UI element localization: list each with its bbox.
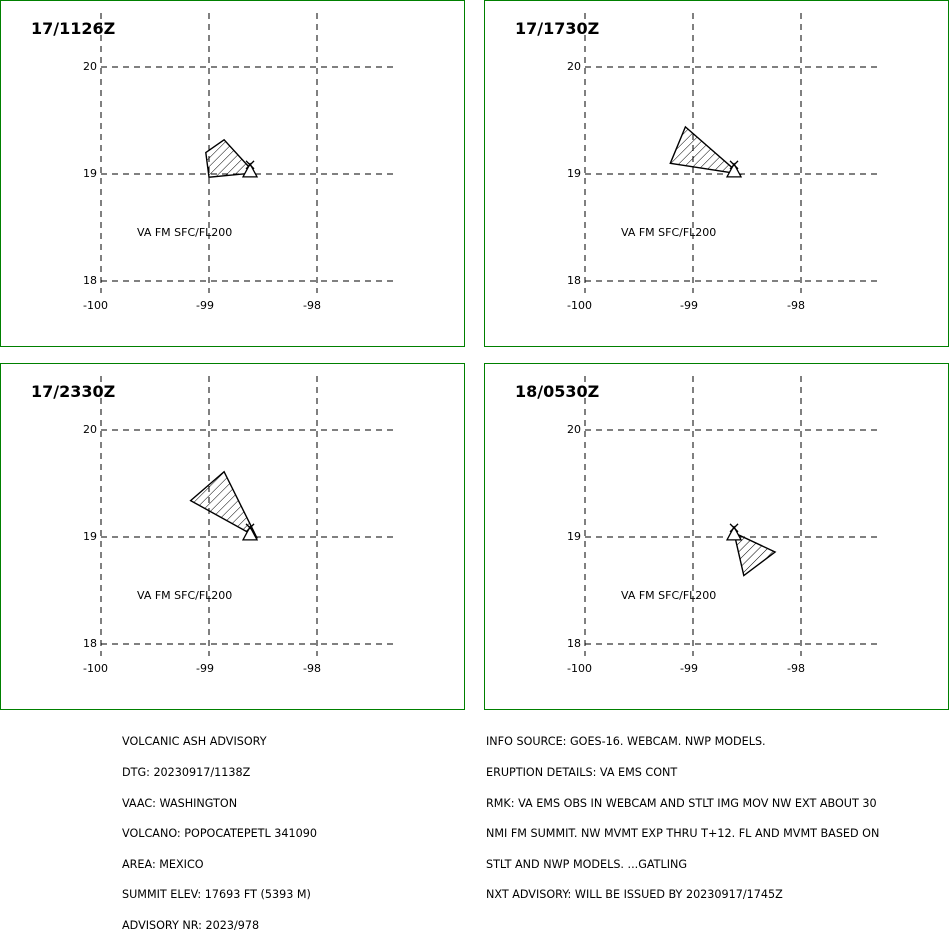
- volcano-triangle-icon: [241, 525, 259, 541]
- lat-label-18: 18: [83, 274, 97, 287]
- forecast-panel-2: 17/1730Z 20 19 18 -100 -99 -98 VA FM SFC…: [484, 0, 949, 347]
- advisory-line: DTG: 20230917/1138Z: [122, 766, 251, 780]
- ash-cloud-polygon: [205, 138, 256, 178]
- eruption-mark-icon: [729, 160, 739, 170]
- forecast-panel-1: 17/1126Z 20 19 18 -100 -99 -98 VA FM SFC…: [0, 0, 465, 347]
- ash-layer-label: VA FM SFC/FL200: [621, 226, 717, 239]
- lon-label-99: -99: [680, 299, 698, 312]
- lon-label-99: -99: [680, 662, 698, 675]
- eruption-mark-icon: [245, 160, 255, 170]
- advisory-details-block: INFO SOURCE: GOES-16. WEBCAM. NWP MODELS…: [486, 717, 879, 911]
- ash-layer-label: VA FM SFC/FL200: [137, 589, 233, 602]
- ash-cloud-polygon: [669, 125, 742, 176]
- lat-label-19: 19: [83, 167, 97, 180]
- ash-cloud-polygon: [189, 470, 259, 539]
- ash-cloud-polygon: [732, 531, 777, 577]
- lon-label-99: -99: [196, 299, 214, 312]
- lon-label-100: -100: [567, 299, 592, 312]
- advisory-line: INFO SOURCE: GOES-16. WEBCAM. NWP MODELS…: [486, 735, 766, 749]
- volcano-triangle-icon: [725, 525, 743, 541]
- advisory-line: AREA: MEXICO: [122, 857, 204, 871]
- eruption-mark-icon: [245, 523, 255, 533]
- lon-label-98: -98: [787, 299, 805, 312]
- lat-label-20: 20: [83, 423, 97, 436]
- advisory-line: ADVISORY NR: 2023/978: [122, 919, 260, 933]
- map-svg: [100, 13, 396, 293]
- advisory-header-block: VOLCANIC ASH ADVISORY DTG: 20230917/1138…: [122, 717, 317, 941]
- lat-label-19: 19: [83, 530, 97, 543]
- lat-label-20: 20: [567, 60, 581, 73]
- lon-label-100: -100: [83, 299, 108, 312]
- lon-label-99: -99: [196, 662, 214, 675]
- ash-layer-label: VA FM SFC/FL200: [621, 589, 717, 602]
- lat-label-18: 18: [83, 637, 97, 650]
- lon-label-100: -100: [83, 662, 108, 675]
- advisory-line: NXT ADVISORY: WILL BE ISSUED BY 20230917…: [486, 888, 783, 902]
- lon-label-98: -98: [303, 299, 321, 312]
- eruption-mark-icon: [729, 523, 739, 533]
- advisory-line: RMK: VA EMS OBS IN WEBCAM AND STLT IMG M…: [486, 796, 877, 810]
- volcano-triangle-icon: [241, 162, 259, 178]
- panel-time-label: 17/1730Z: [515, 19, 600, 38]
- lat-label-19: 19: [567, 167, 581, 180]
- forecast-panel-4: 18/0530Z 20 19 18 -100 -99 -98 VA FM SFC…: [484, 363, 949, 710]
- panel-time-label: 17/1126Z: [31, 19, 116, 38]
- advisory-line: VOLCANO: POPOCATEPETL 341090: [122, 827, 318, 841]
- lon-label-98: -98: [303, 662, 321, 675]
- forecast-panel-3: 17/2330Z 20 19 18 -100 -99 -98 VA FM SFC…: [0, 363, 465, 710]
- advisory-line: NMI FM SUMMIT. NW MVMT EXP THRU T+12. FL…: [486, 827, 880, 841]
- advisory-line: VOLCANIC ASH ADVISORY: [122, 735, 267, 749]
- advisory-line: SUMMIT ELEV: 17693 FT (5393 M): [122, 888, 311, 902]
- ash-layer-label: VA FM SFC/FL200: [137, 226, 233, 239]
- lat-label-20: 20: [83, 60, 97, 73]
- lat-label-18: 18: [567, 274, 581, 287]
- advisory-line: STLT AND NWP MODELS. ...GATLING: [486, 857, 688, 871]
- map-svg: [100, 376, 396, 656]
- lon-label-100: -100: [567, 662, 592, 675]
- panel-time-label: 17/2330Z: [31, 382, 116, 401]
- advisory-line: ERUPTION DETAILS: VA EMS CONT: [486, 766, 678, 780]
- lon-label-98: -98: [787, 662, 805, 675]
- lat-label-20: 20: [567, 423, 581, 436]
- lat-label-19: 19: [567, 530, 581, 543]
- map-svg: [584, 376, 880, 656]
- volcano-triangle-icon: [725, 162, 743, 178]
- map-svg: [584, 13, 880, 293]
- lat-label-18: 18: [567, 637, 581, 650]
- advisory-line: VAAC: WASHINGTON: [122, 796, 238, 810]
- panel-time-label: 18/0530Z: [515, 382, 600, 401]
